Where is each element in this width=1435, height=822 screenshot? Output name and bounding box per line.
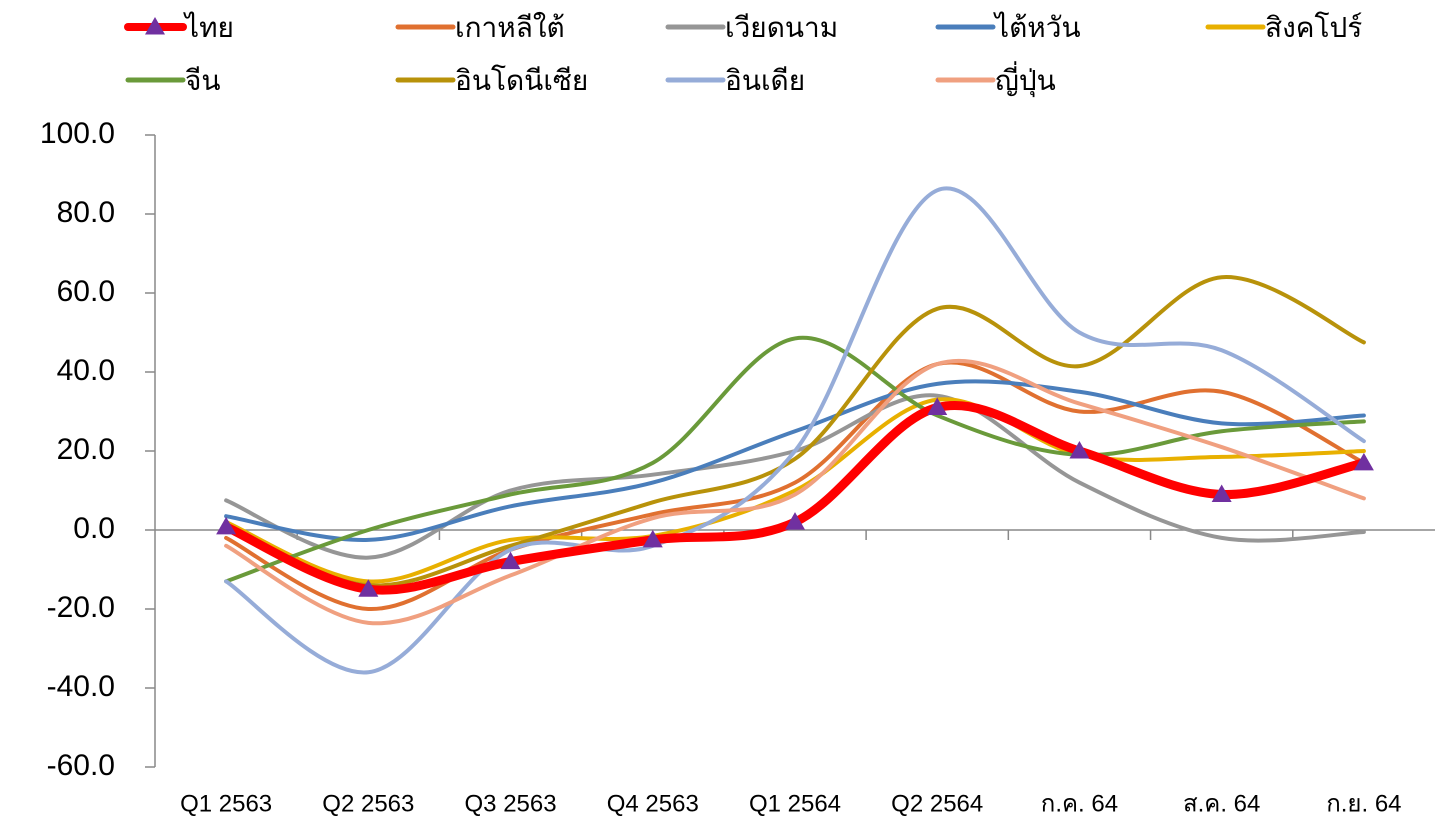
x-tick-label: Q2 2563 (322, 790, 414, 817)
y-tick-label: -20.0 (47, 591, 115, 624)
legend-label: เกาหลีใต้ (455, 11, 565, 44)
point-marker (927, 397, 948, 416)
x-tick-label: Q1 2564 (749, 790, 841, 817)
legend-label: ไทย (183, 11, 234, 44)
legend-label: เวียดนาม (725, 11, 838, 44)
legend-label: จีน (185, 64, 221, 97)
y-tick-label: -60.0 (47, 749, 115, 782)
x-tick-label: Q2 2564 (891, 790, 983, 817)
point-marker (216, 516, 237, 535)
x-tick-label: Q4 2563 (607, 790, 699, 817)
legend-label: อินเดีย (725, 64, 805, 97)
y-tick-label: 0.0 (73, 512, 115, 545)
point-marker (785, 512, 805, 530)
y-tick-label: 20.0 (57, 433, 115, 466)
legend-label: ญี่ปุ่น (995, 61, 1056, 98)
series-line (224, 397, 1366, 584)
series-line (224, 379, 1366, 542)
series-line (224, 186, 1366, 675)
y-tick-label: 100.0 (40, 117, 115, 150)
point-marker (1211, 484, 1232, 502)
series-line (224, 360, 1366, 612)
x-tick-label: ส.ค. 64 (1183, 790, 1260, 817)
point-marker (500, 551, 521, 570)
x-tick-label: ก.ย. 64 (1326, 790, 1401, 817)
series-line (224, 358, 1366, 626)
legend-marker (145, 17, 165, 35)
series-line (224, 275, 1366, 588)
y-tick-label: 40.0 (57, 354, 115, 387)
point-marker (1353, 452, 1374, 471)
x-tick-label: ก.ค. 64 (1041, 790, 1118, 817)
legend-label: อินโดนีเซีย (455, 64, 588, 97)
y-tick-label: -40.0 (47, 670, 115, 703)
x-tick-label: Q1 2563 (180, 790, 272, 817)
y-tick-label: 60.0 (57, 275, 115, 308)
series-line (224, 335, 1366, 584)
y-tick-label: 80.0 (57, 196, 115, 229)
point-marker (1069, 441, 1090, 459)
x-tick-label: Q3 2563 (465, 790, 557, 817)
legend-label: ไต้หวัน (993, 11, 1081, 44)
legend-label: สิงคโปร์ (1265, 11, 1362, 44)
point-marker (642, 529, 663, 548)
point-marker (358, 579, 379, 597)
